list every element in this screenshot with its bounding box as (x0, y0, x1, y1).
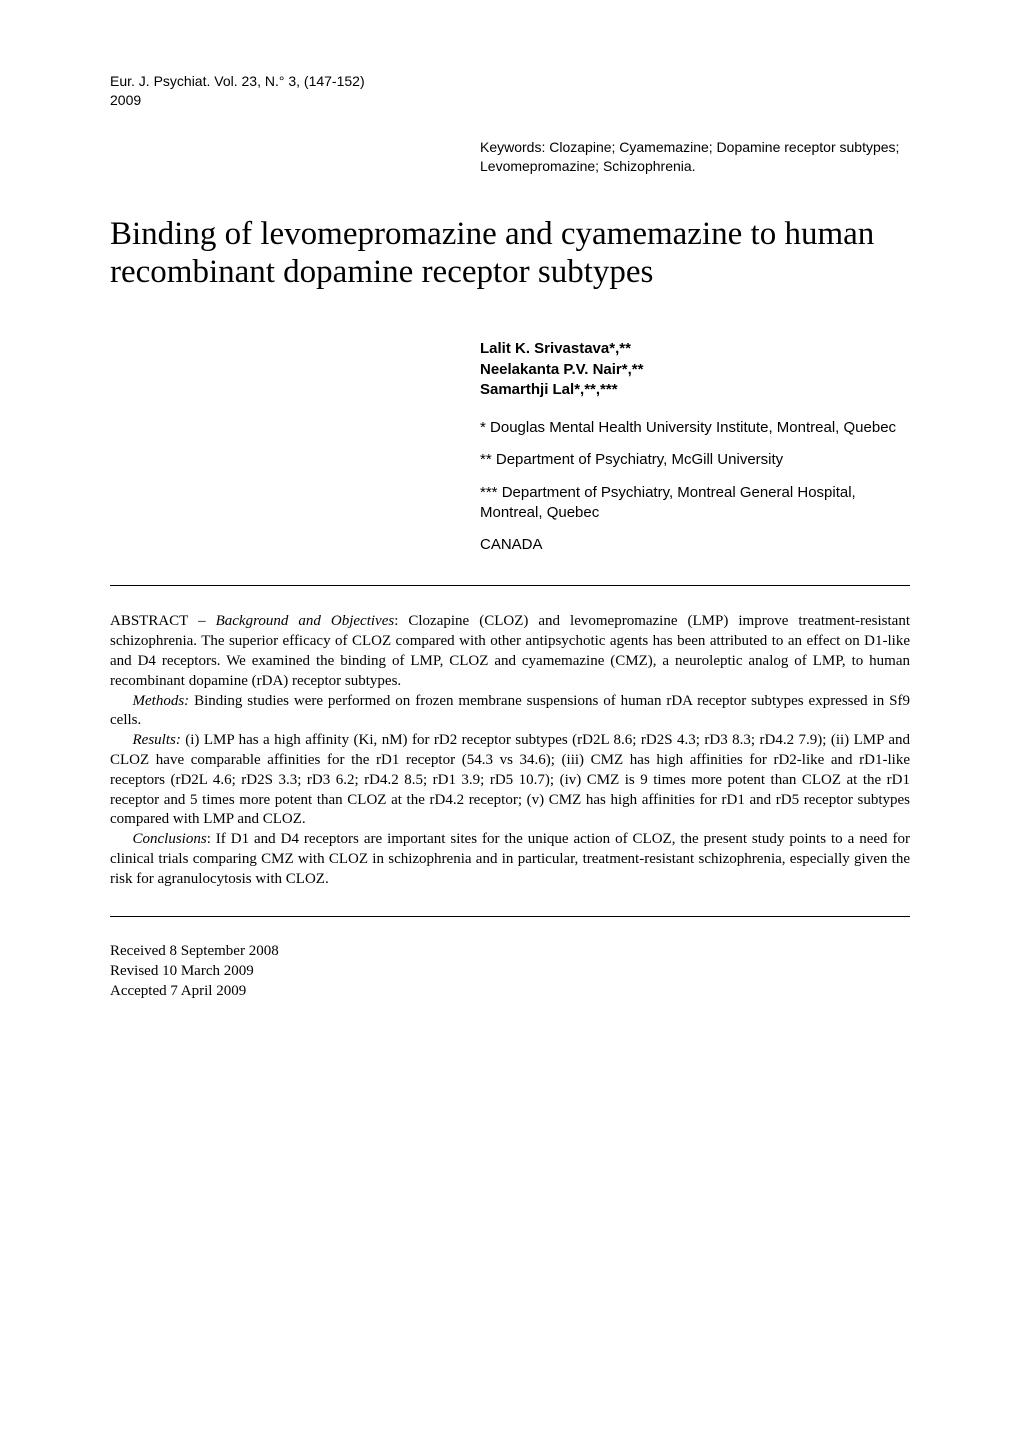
author-name: Samarthji Lal (480, 381, 574, 398)
abstract-results-label: Results: (133, 732, 181, 748)
journal-citation: Eur. J. Psychiat. Vol. 23, N.° 3, (147-1… (110, 72, 910, 110)
author-name: Lalit K. Srivastava (480, 340, 609, 357)
affiliation: *** Department of Psychiatry, Montreal G… (480, 483, 910, 524)
date-received: Received 8 September 2008 (110, 941, 910, 961)
divider-bottom (110, 916, 910, 917)
affiliation: ** Department of Psychiatry, McGill Univ… (480, 450, 910, 470)
abstract-background-label: Background and Objectives (216, 613, 395, 629)
affiliation-text: Department of Psychiatry, McGill Univers… (496, 451, 783, 468)
country: CANADA (480, 535, 910, 555)
author-name: Neelakanta P.V. Nair (480, 361, 622, 378)
affiliation: * Douglas Mental Health University Insti… (480, 418, 910, 438)
divider-top (110, 585, 910, 586)
abstract-results: Results: (i) LMP has a high affinity (Ki… (110, 731, 910, 830)
abstract-conclusions: Conclusions: If D1 and D4 receptors are … (110, 830, 910, 889)
affiliation-mark: *** (480, 484, 498, 501)
affiliation-mark: * (480, 419, 486, 436)
manuscript-dates: Received 8 September 2008 Revised 10 Mar… (110, 941, 910, 1002)
abstract-results-text: (i) LMP has a high affinity (Ki, nM) for… (110, 732, 910, 827)
author: Neelakanta P.V. Nair*,** (480, 360, 910, 380)
abstract-conclusions-label: Conclusions (133, 831, 207, 847)
date-revised: Revised 10 March 2009 (110, 961, 910, 981)
abstract-conclusions-text: : If D1 and D4 receptors are important s… (110, 831, 910, 887)
affiliation-text: Department of Psychiatry, Montreal Gener… (480, 484, 856, 521)
abstract-methods-text: Binding studies were performed on frozen… (110, 693, 910, 729)
date-accepted: Accepted 7 April 2009 (110, 981, 910, 1001)
authors-block: Lalit K. Srivastava*,** Neelakanta P.V. … (480, 339, 910, 400)
abstract-head: ABSTRACT – (110, 613, 216, 629)
author-marks: *,** (609, 340, 631, 357)
journal-citation-line1: Eur. J. Psychiat. Vol. 23, N.° 3, (147-1… (110, 72, 910, 91)
abstract-methods-label: Methods: (133, 693, 190, 709)
keywords-block: Keywords: Clozapine; Cyamemazine; Dopami… (480, 138, 910, 176)
abstract-methods: Methods: Binding studies were performed … (110, 692, 910, 732)
page: Eur. J. Psychiat. Vol. 23, N.° 3, (147-1… (0, 0, 1020, 1441)
article-title: Binding of levomepromazine and cyamemazi… (110, 216, 910, 292)
author: Lalit K. Srivastava*,** (480, 339, 910, 359)
abstract-background: ABSTRACT – Background and Objectives: Cl… (110, 612, 910, 691)
author-marks: *,**,*** (574, 381, 617, 398)
author-marks: *,** (622, 361, 644, 378)
affiliations-block: * Douglas Mental Health University Insti… (480, 418, 910, 555)
affiliation-text: Douglas Mental Health University Institu… (490, 419, 896, 436)
affiliation-mark: ** (480, 451, 492, 468)
author: Samarthji Lal*,**,*** (480, 380, 910, 400)
abstract: ABSTRACT – Background and Objectives: Cl… (110, 612, 910, 889)
journal-citation-line2: 2009 (110, 91, 910, 110)
